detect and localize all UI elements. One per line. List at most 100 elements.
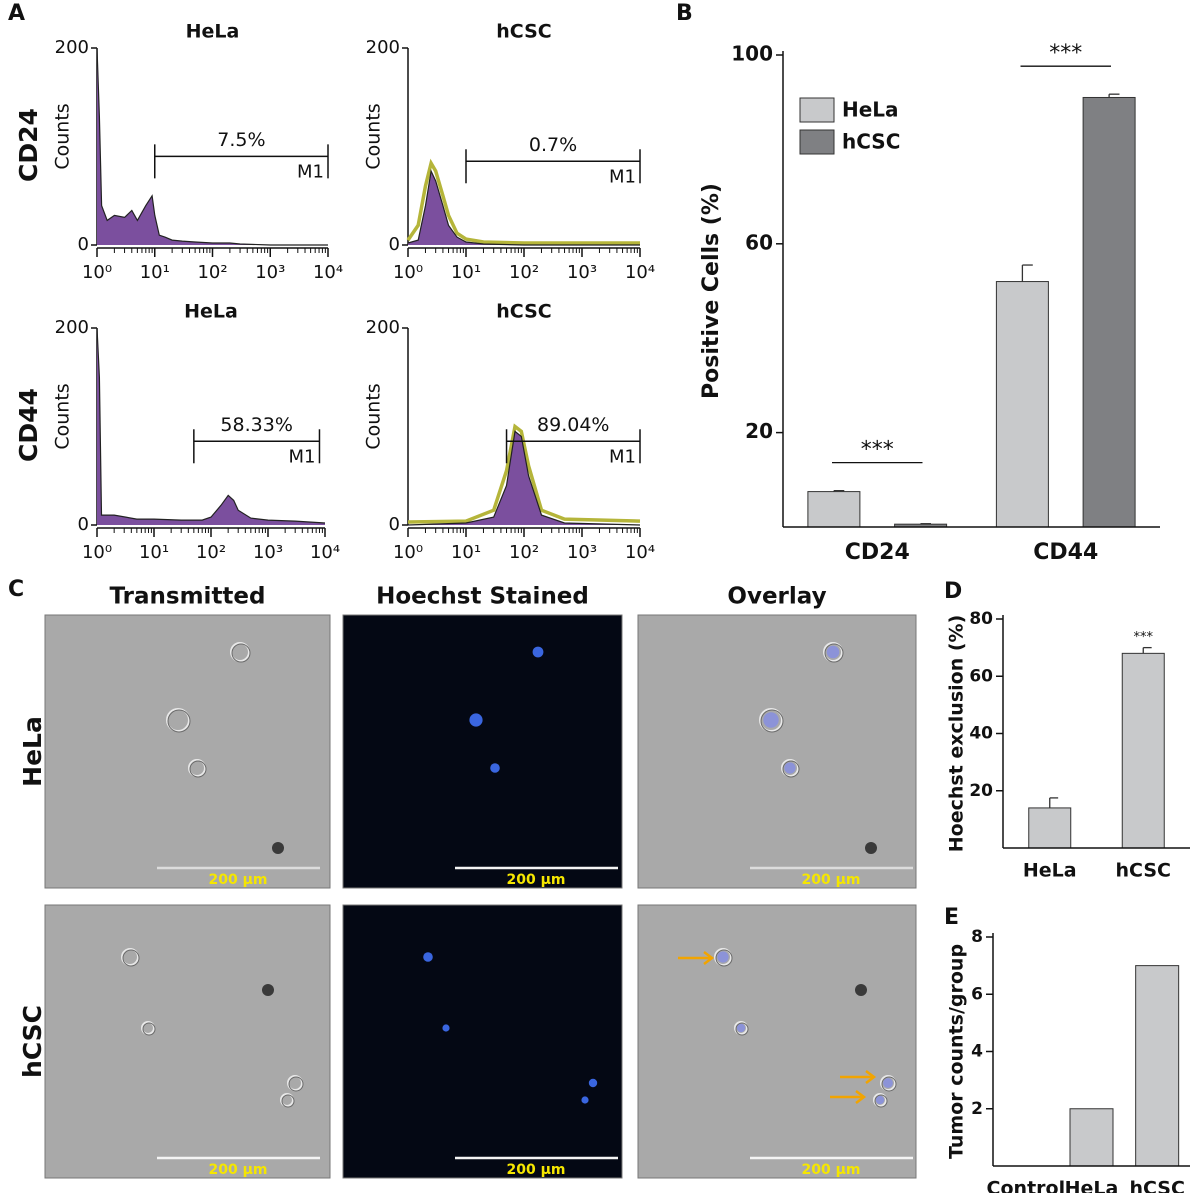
y-tick-label: 0: [78, 514, 89, 535]
cell: [280, 1093, 294, 1107]
y-tick-label: 200: [366, 317, 400, 338]
y-axis-label: Hoechst exclusion (%): [946, 615, 968, 853]
cell: [873, 1093, 887, 1107]
row-label: hCSC: [18, 1005, 47, 1078]
cell-edge: [874, 1094, 888, 1108]
x-tick-label: 10¹: [451, 542, 481, 563]
histogram-outline: [407, 430, 641, 526]
gate-marker: M1: [288, 446, 315, 467]
nucleus: [581, 1096, 589, 1104]
significance: ***: [861, 438, 894, 463]
y-tick-label: 200: [55, 317, 89, 338]
x-tick-label: 10³: [567, 542, 597, 563]
chart-title: hCSC: [496, 21, 551, 43]
cell-edge: [782, 760, 800, 778]
arrow-head: [703, 951, 715, 965]
nucleus-overlay: [875, 1095, 885, 1105]
x-tick-label: 10¹: [451, 262, 481, 283]
nucleus-overlay: [717, 951, 729, 963]
nucleus: [588, 1078, 598, 1088]
cell: [781, 759, 799, 777]
gate-marker: M1: [297, 161, 324, 182]
histogram-outline: [407, 169, 640, 246]
cell-edge: [824, 643, 844, 663]
area-fill: [408, 431, 640, 525]
micrograph: [637, 904, 917, 1179]
bar: [1069, 1108, 1114, 1167]
nucleus: [442, 1024, 450, 1032]
cell: [188, 759, 206, 777]
y-axis-label: Counts: [52, 103, 74, 169]
gate-label: 89.04%: [537, 414, 609, 436]
y-axis-label: Counts: [363, 383, 385, 449]
chart-title: HeLa: [186, 21, 240, 43]
histogram-outline: [96, 327, 326, 524]
x-tick-label: 10²: [197, 262, 227, 283]
y-tick-label: 0: [78, 234, 89, 255]
row-label: CD24: [14, 108, 43, 182]
x-tick-label: 10¹: [140, 262, 170, 283]
debris: [865, 842, 877, 854]
panel-label: C: [8, 577, 24, 602]
cell: [759, 708, 783, 732]
area-fill: [408, 171, 640, 245]
cell: [714, 948, 732, 966]
row-label: HeLa: [18, 716, 47, 787]
bar: [1028, 807, 1072, 849]
bar: [1121, 652, 1165, 849]
cell: [141, 1021, 155, 1035]
y-axis-label: Tumor counts/group: [946, 944, 968, 1159]
histogram-outline: [96, 47, 328, 246]
panel-label: B: [676, 1, 693, 26]
chart-title: HeLa: [184, 301, 238, 323]
column-title: Transmitted: [110, 584, 266, 610]
cell-edge: [142, 1022, 156, 1036]
nucleus-overlay: [784, 762, 796, 774]
cell-edge: [189, 760, 207, 778]
scale-bar-label: 200 μm: [802, 1162, 861, 1178]
x-tick-label: 10³: [567, 262, 597, 283]
y-tick-label: 0: [389, 514, 400, 535]
x-tick-label: 10⁰: [393, 542, 423, 563]
nucleus: [469, 713, 483, 727]
x-tick-label: 10⁴: [625, 262, 655, 283]
row-label: CD44: [14, 388, 43, 462]
y-tick-label: 20: [745, 419, 773, 443]
gate-label: 0.7%: [529, 134, 577, 156]
y-axis-label: Counts: [52, 383, 74, 449]
nucleus: [423, 952, 433, 962]
scale-bar-label: 200 μm: [507, 1162, 566, 1178]
area-fill: [97, 48, 328, 245]
cell: [823, 642, 843, 662]
y-tick-label: 60: [745, 230, 773, 254]
bar: [995, 281, 1049, 528]
micrograph: [342, 904, 623, 1179]
y-tick-label: 4: [971, 1042, 983, 1062]
micrograph: [342, 614, 623, 889]
y-tick-label: 200: [55, 37, 89, 58]
arrow-head: [855, 1090, 867, 1104]
arrow-head: [865, 1070, 877, 1084]
x-tick-label: hCSC: [1129, 1178, 1184, 1193]
cell: [230, 642, 250, 662]
nucleus-overlay: [736, 1023, 746, 1033]
x-tick-label: 10²: [509, 542, 539, 563]
micrograph: [44, 614, 331, 889]
cell-edge: [735, 1022, 749, 1036]
x-tick-label: 10⁴: [310, 542, 340, 563]
cell: [734, 1021, 748, 1035]
cell-edge: [231, 643, 251, 663]
gate-label: 58.33%: [220, 414, 292, 436]
legend-label: HeLa: [842, 98, 899, 122]
x-tick-label: 10²: [509, 262, 539, 283]
nucleus: [532, 646, 544, 658]
x-tick-label: hCSC: [1116, 860, 1171, 882]
cell: [880, 1075, 896, 1091]
nucleus-overlay: [826, 645, 840, 659]
x-tick-label: 10¹: [139, 542, 169, 563]
y-tick-label: 40: [969, 724, 993, 744]
nucleus: [490, 763, 500, 773]
panel-label: D: [944, 579, 962, 604]
scale-bar-label: 200 μm: [507, 872, 566, 888]
